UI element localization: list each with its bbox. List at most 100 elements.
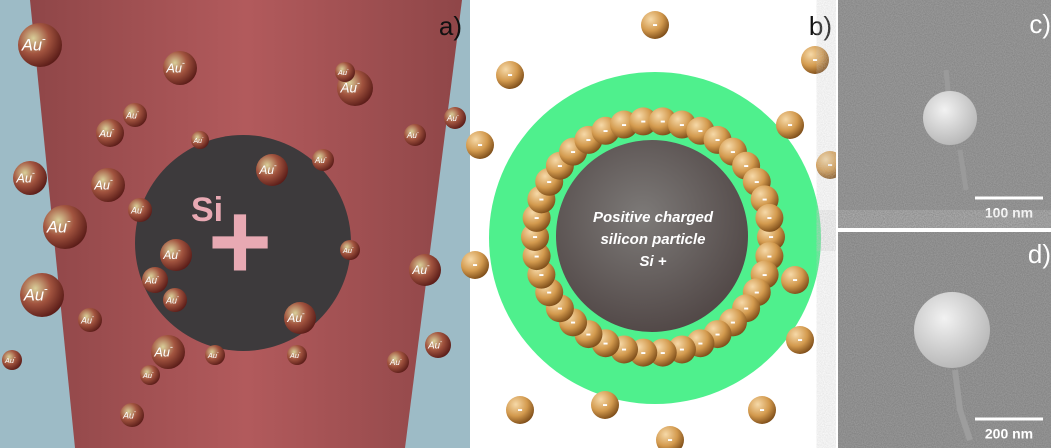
particle-charge: - <box>698 334 703 351</box>
scale-label: 200 nm <box>985 426 1033 442</box>
particle-charge: - <box>177 294 179 301</box>
particle-charge: - <box>660 344 665 361</box>
panel-label: a) <box>439 11 462 41</box>
panel-label: d) <box>1028 239 1051 269</box>
particle <box>914 292 990 368</box>
particle-charge: - <box>325 155 327 161</box>
particle-symbol: Au <box>286 311 302 325</box>
particle-charge: - <box>812 51 817 68</box>
particle-charge: - <box>44 283 48 295</box>
particle-charge: - <box>517 401 522 418</box>
particle-symbol: Au <box>165 295 177 305</box>
particle-symbol: Au <box>427 341 441 352</box>
particle-charge: - <box>730 314 735 331</box>
particle-charge: - <box>759 401 764 418</box>
particle-charge: - <box>67 215 71 227</box>
particle-symbol: Au <box>80 315 92 325</box>
figure: Si + Au-Au-Au-Au-Au-Au-Au-Au-Au-Au-Au-Au… <box>0 0 1051 448</box>
particle-charge: - <box>137 109 139 116</box>
particle-charge: - <box>586 325 591 342</box>
particle <box>923 91 977 145</box>
particle-charge: - <box>92 314 94 321</box>
particle-charge: - <box>357 78 360 89</box>
particle-symbol: Au <box>93 177 110 192</box>
particle-charge: - <box>603 122 608 139</box>
particle-charge: - <box>472 256 477 273</box>
particle-symbol: Au <box>192 138 202 145</box>
particle-charge: - <box>570 143 575 160</box>
core-text: Positive charged <box>593 209 714 226</box>
particle-charge: - <box>152 370 154 376</box>
particle-symbol: Au <box>339 81 357 96</box>
divider <box>838 228 1051 232</box>
particle-symbol: Au <box>125 110 137 120</box>
particle-charge: - <box>170 342 173 352</box>
panel-d: 200 nm d) <box>838 232 1051 448</box>
panel-b: ----------------------------------------… <box>461 0 844 448</box>
particle-charge: - <box>14 355 16 361</box>
particle-charge: - <box>787 116 792 133</box>
particle-charge: - <box>400 357 402 363</box>
particle-charge: - <box>157 273 159 280</box>
particle-charge: - <box>652 16 657 33</box>
particle-charge: - <box>602 396 607 413</box>
scale-label: 100 nm <box>985 205 1033 221</box>
particle-charge: - <box>217 350 219 356</box>
particle-charge: - <box>641 113 646 130</box>
core-charge: + <box>208 180 272 303</box>
particle-charge: - <box>621 116 626 133</box>
particle-charge: - <box>743 299 748 316</box>
particle-symbol: Au <box>122 410 134 420</box>
particle-symbol: Au <box>258 163 274 177</box>
particle-charge: - <box>698 122 703 139</box>
particle-charge: - <box>641 344 646 361</box>
particle-charge: - <box>457 113 459 119</box>
particle-symbol: Au <box>162 248 178 262</box>
panel-label: b) <box>809 11 832 41</box>
particle-symbol: Au <box>411 263 427 277</box>
particle-charge: - <box>134 409 136 416</box>
particle-charge: - <box>767 209 772 226</box>
particle-charge: - <box>679 341 684 358</box>
particle-symbol: Au <box>144 276 158 287</box>
particle-charge: - <box>182 58 185 68</box>
particle-charge: - <box>32 168 35 178</box>
particle-charge: - <box>347 67 349 73</box>
particle-charge: - <box>427 260 430 270</box>
particle-charge: - <box>507 66 512 83</box>
particle-charge: - <box>715 325 720 342</box>
particle-symbol: Au <box>130 205 142 215</box>
particle-charge: - <box>477 136 482 153</box>
core-text: silicon particle <box>600 231 705 248</box>
particle-charge: - <box>440 338 442 345</box>
particle-charge: - <box>110 175 113 185</box>
particle-charge: - <box>603 334 608 351</box>
particle-charge: - <box>178 245 181 255</box>
particle-charge: - <box>302 308 305 318</box>
particle-symbol: Au <box>21 36 42 54</box>
particle-charge: - <box>660 113 665 130</box>
particle-charge: - <box>715 131 720 148</box>
divider <box>836 0 838 448</box>
particle-charge: - <box>42 33 46 45</box>
panel-label: c) <box>1029 9 1051 39</box>
particle-charge: - <box>667 431 672 448</box>
particle-charge: - <box>679 116 684 133</box>
particle-symbol: Au <box>389 358 401 367</box>
particle-symbol: Au <box>153 344 170 359</box>
particle-charge: - <box>274 160 277 170</box>
particle-charge: - <box>792 271 797 288</box>
particle-symbol: Au <box>165 60 182 75</box>
particle-symbol: Au <box>406 131 418 140</box>
particle-charge: - <box>730 143 735 160</box>
particle-symbol: Au <box>446 114 458 123</box>
particle-symbol: Au <box>98 128 112 140</box>
particle-charge: - <box>417 130 419 136</box>
particle-charge: - <box>299 350 301 356</box>
panel-a: Si + Au-Au-Au-Au-Au-Au-Au-Au-Au-Au-Au-Au… <box>0 0 470 448</box>
panel-c: 100 nm c) <box>838 0 1051 228</box>
particle-charge: - <box>827 156 832 173</box>
particle-charge: - <box>621 341 626 358</box>
particle-charge: - <box>586 131 591 148</box>
particle-charge: - <box>352 245 354 251</box>
